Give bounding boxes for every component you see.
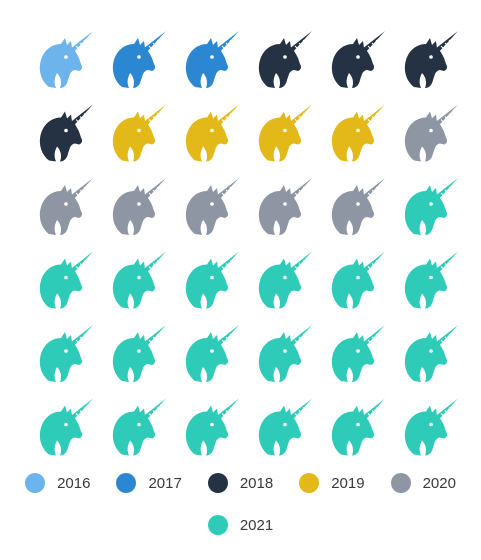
unicorn-head-icon xyxy=(112,104,167,162)
unicorn-head-icon xyxy=(331,398,386,456)
unicorn-head-icon xyxy=(112,30,167,89)
unicorn-head-icon xyxy=(185,177,240,236)
unicorn-head-icon xyxy=(39,104,94,162)
unicorn-head-icon xyxy=(112,324,167,383)
unicorn-head-icon xyxy=(331,30,386,89)
legend-item-2016[interactable]: 2016 xyxy=(25,473,90,493)
unicorn-head-icon xyxy=(258,104,313,162)
unicorn-head-icon xyxy=(112,177,167,236)
unicorn-head-icon xyxy=(258,398,313,456)
legend-label: 2016 xyxy=(57,474,91,492)
unicorn-head-icon xyxy=(39,324,94,383)
legend-swatch xyxy=(207,473,228,493)
legend: 2016 2017 2018 2019 2020 2021 xyxy=(0,468,481,552)
unicorn-head-icon xyxy=(185,104,240,162)
unicorn-head-icon xyxy=(404,30,459,89)
unicorn-head-icon xyxy=(258,324,313,383)
unicorn-head-icon xyxy=(404,398,459,456)
unicorn-head-icon xyxy=(39,177,94,236)
unicorn-head-icon xyxy=(185,324,240,383)
unicorn-head-icon xyxy=(112,251,167,309)
legend-label: 2020 xyxy=(422,474,456,492)
legend-swatch xyxy=(116,473,137,493)
legend-item-2021[interactable]: 2021 xyxy=(207,515,274,535)
legend-item-2018[interactable]: 2018 xyxy=(207,473,274,493)
unicorn-head-icon xyxy=(331,251,386,309)
unicorn-head-icon xyxy=(185,30,240,89)
unicorn-head-icon xyxy=(39,251,94,309)
legend-row: 2021 xyxy=(0,510,481,540)
legend-swatch xyxy=(299,473,320,493)
unicorn-head-icon xyxy=(331,177,386,236)
unicorn-head-icon xyxy=(258,251,313,309)
legend-swatch xyxy=(207,515,228,535)
unicorn-head-icon xyxy=(185,251,240,309)
pictogram-chart xyxy=(39,30,459,456)
legend-row: 2016 2017 2018 2019 2020 xyxy=(0,468,481,498)
unicorn-head-icon xyxy=(258,177,313,236)
legend-item-2020[interactable]: 2020 xyxy=(390,473,456,493)
legend-label: 2019 xyxy=(331,474,365,492)
unicorn-head-icon xyxy=(258,30,313,89)
unicorn-head-icon xyxy=(404,104,459,162)
unicorn-head-icon xyxy=(39,398,94,456)
legend-swatch xyxy=(390,473,411,493)
unicorn-head-icon xyxy=(404,177,459,236)
unicorn-head-icon xyxy=(404,251,459,309)
unicorn-head-icon xyxy=(404,324,459,383)
unicorn-head-icon xyxy=(112,398,167,456)
legend-swatch xyxy=(25,473,46,493)
unicorn-head-icon xyxy=(331,104,386,162)
unicorn-head-icon xyxy=(331,324,386,383)
legend-label: 2021 xyxy=(239,516,274,534)
legend-label: 2018 xyxy=(239,474,274,492)
legend-item-2017[interactable]: 2017 xyxy=(116,473,182,493)
unicorn-head-icon xyxy=(185,398,240,456)
legend-label: 2017 xyxy=(148,474,182,492)
legend-item-2019[interactable]: 2019 xyxy=(299,473,365,493)
unicorn-head-icon xyxy=(39,30,94,89)
